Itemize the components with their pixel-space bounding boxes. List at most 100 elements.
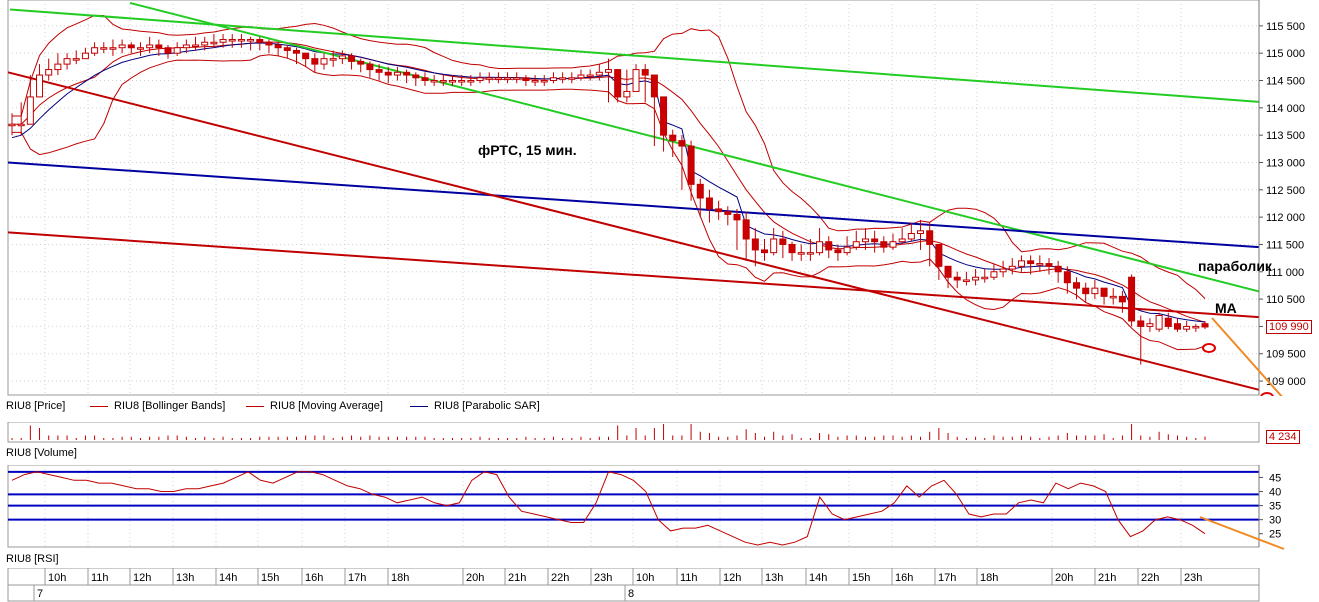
candle-down [1063, 271, 1071, 284]
candle-up [999, 268, 1007, 273]
price-tick-label: 114 500 [1266, 76, 1305, 88]
candle-up [843, 246, 851, 254]
rsi-forecast-arrow [1199, 516, 1285, 550]
candle-up [981, 276, 989, 280]
price-tick-label: 115 500 [1266, 21, 1305, 33]
candle-up [320, 58, 328, 65]
candle-down [1164, 317, 1172, 327]
time-tick-label: 15h [852, 572, 870, 584]
time-tick-label: 12h [133, 572, 151, 584]
candle-up [72, 58, 80, 61]
time-tick-label: 14h [219, 572, 237, 584]
rsi-chart: 45 40 35 30 25 [7, 465, 1285, 550]
legend-parabolic: RIU8 [Parabolic SAR] [410, 400, 540, 412]
trend-red-lower [7, 71, 1260, 391]
candle-down [871, 238, 879, 243]
volume-chart [7, 422, 1260, 443]
last-price-tag: 109 990 [1266, 320, 1312, 334]
candle-up [816, 241, 824, 254]
price-tick-label: 113 000 [1266, 157, 1305, 169]
forecast-annotations [1202, 317, 1283, 396]
rsi-tick-label: 30 [1269, 515, 1281, 527]
candle-up [586, 74, 594, 78]
candle-down [944, 265, 952, 278]
candle-down [733, 213, 741, 221]
candle-down [678, 140, 686, 147]
candle-up [806, 252, 814, 255]
time-tick-label: 20h [1055, 572, 1073, 584]
candle-up [439, 80, 447, 83]
candle-up [228, 39, 236, 42]
candle-up [192, 44, 200, 47]
candle-up [1017, 260, 1025, 267]
time-tick-label: 23h [1184, 572, 1202, 584]
candle-up [458, 80, 466, 83]
candle-up [91, 47, 99, 54]
rsi-levels [8, 470, 1259, 521]
candle-down [522, 77, 530, 82]
candle-up [1109, 295, 1117, 299]
candle-down [302, 52, 310, 60]
price-tick-label: 114 000 [1266, 103, 1305, 115]
candle-up [962, 279, 970, 282]
rsi-line [11, 471, 1206, 546]
candle-up [889, 241, 897, 248]
candle-up [54, 63, 62, 71]
trend-red-upper [7, 231, 1260, 319]
annotation-ma: MA [1215, 300, 1237, 316]
candle-down [1137, 320, 1145, 327]
price-tick-label: 109 500 [1266, 349, 1306, 361]
time-tick-label: 22h [1141, 572, 1159, 584]
candle-up [907, 233, 915, 240]
candle-down [705, 197, 713, 210]
candle-up [63, 58, 71, 65]
candle-up [605, 69, 612, 73]
candle-down [348, 55, 356, 62]
candle-up [1036, 263, 1044, 266]
candle-down [1054, 265, 1062, 273]
time-tick-label: 14h [809, 572, 827, 584]
candle-down [742, 219, 750, 240]
candle-up [513, 77, 521, 80]
rsi-tick-label: 45 [1269, 472, 1281, 484]
candle-down [1082, 287, 1090, 295]
price-tick-label: 112 000 [1266, 212, 1305, 224]
annotation-parabolic: параболик [1198, 258, 1273, 274]
candle-up [17, 123, 25, 127]
candles [8, 34, 1209, 365]
price-tick-label: 110 500 [1266, 294, 1305, 306]
candle-up [1146, 323, 1154, 327]
time-tick-label: 23h [594, 572, 612, 584]
rsi-series [11, 471, 1206, 546]
candle-down [660, 96, 668, 136]
time-tick-label: 10h [48, 572, 66, 584]
candle-up [173, 47, 181, 54]
time-tick-label: 22h [551, 572, 569, 584]
candle-up [393, 71, 401, 76]
day-tick-label: 7 [37, 588, 43, 600]
candle-down [1073, 282, 1081, 289]
candle-up [577, 74, 585, 79]
legend-price-label: RIU8 [Price] [6, 400, 66, 412]
time-tick-label: 17h [348, 572, 366, 584]
price-tick-label: 111 500 [1266, 239, 1304, 251]
candle-up [623, 90, 631, 98]
candle-up [549, 77, 557, 82]
candle-down [1118, 295, 1126, 303]
time-tick-label: 17h [938, 572, 956, 584]
candle-up [540, 80, 548, 83]
rsi-tick-label: 40 [1269, 487, 1281, 499]
time-tick-label: 13h [176, 572, 194, 584]
legend-ma-swatch [246, 405, 264, 407]
time-tick-label: 15h [261, 572, 279, 584]
time-tick-label: 18h [391, 572, 409, 584]
time-tick-label: 20h [466, 572, 484, 584]
candle-down [669, 134, 677, 142]
candle-up [182, 44, 190, 49]
time-tick-label: 11h [680, 572, 698, 584]
chart-title: фРТС, 15 мин. [478, 142, 577, 158]
candle-down [421, 77, 429, 82]
candle-down [834, 249, 842, 254]
candle-up [118, 44, 126, 49]
